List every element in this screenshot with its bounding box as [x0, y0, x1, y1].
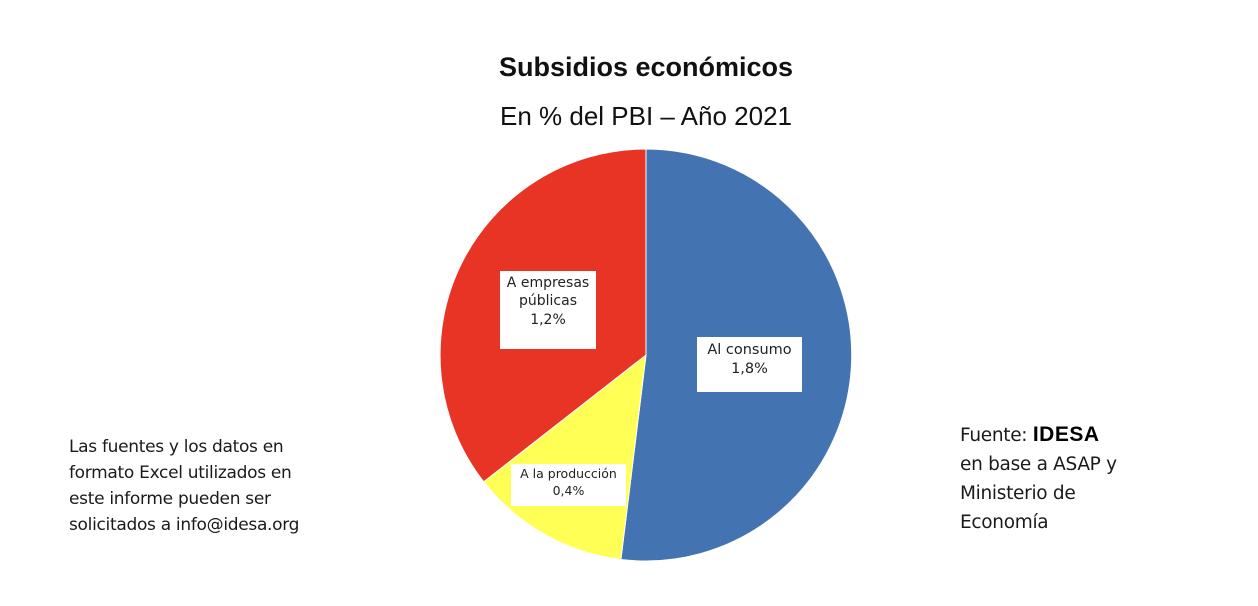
source-line: Economía [960, 512, 1049, 533]
note-line: este informe pueden ser [69, 489, 271, 509]
chart-subtitle: En % del PBI – Año 2021 [500, 101, 792, 131]
note-line: solicitados a info@idesa.org [69, 515, 300, 535]
label-value: 1,2% [530, 311, 566, 328]
source-line: en base a ASAP y [960, 454, 1117, 475]
label-name-line1: A empresas [506, 275, 590, 291]
note-line: Las fuentes y los datos en [69, 437, 284, 457]
slice-a-la-produccion [482, 353, 647, 561]
data-label-al-consumo: Al consumo 1,8% [697, 337, 802, 392]
source-brand: IDESA [1032, 423, 1100, 446]
data-label-a-la-produccion: A la producción 0,4% [511, 464, 626, 506]
source-prefix: Fuente: [960, 425, 1033, 446]
data-label-a-empresas-publicas: A empresas públicas 1,2% [500, 271, 596, 349]
chart-title: Subsidios económicos [498, 52, 794, 82]
source-line: Fuente: IDESA [960, 420, 1117, 450]
data-request-note: Las fuentes y los datos en formato Excel… [69, 434, 299, 538]
label-name: Al consumo [707, 342, 792, 358]
label-name-line2: públicas [519, 293, 577, 310]
note-line: formato Excel utilizados en [69, 463, 292, 483]
label-value: 1,8% [731, 361, 768, 378]
label-value: 0,4% [552, 482, 585, 498]
label-name: A la producción [520, 466, 617, 481]
source-credit: Fuente: IDESA en base a ASAP y Ministeri… [960, 420, 1117, 537]
source-line: Ministerio de [960, 483, 1076, 504]
